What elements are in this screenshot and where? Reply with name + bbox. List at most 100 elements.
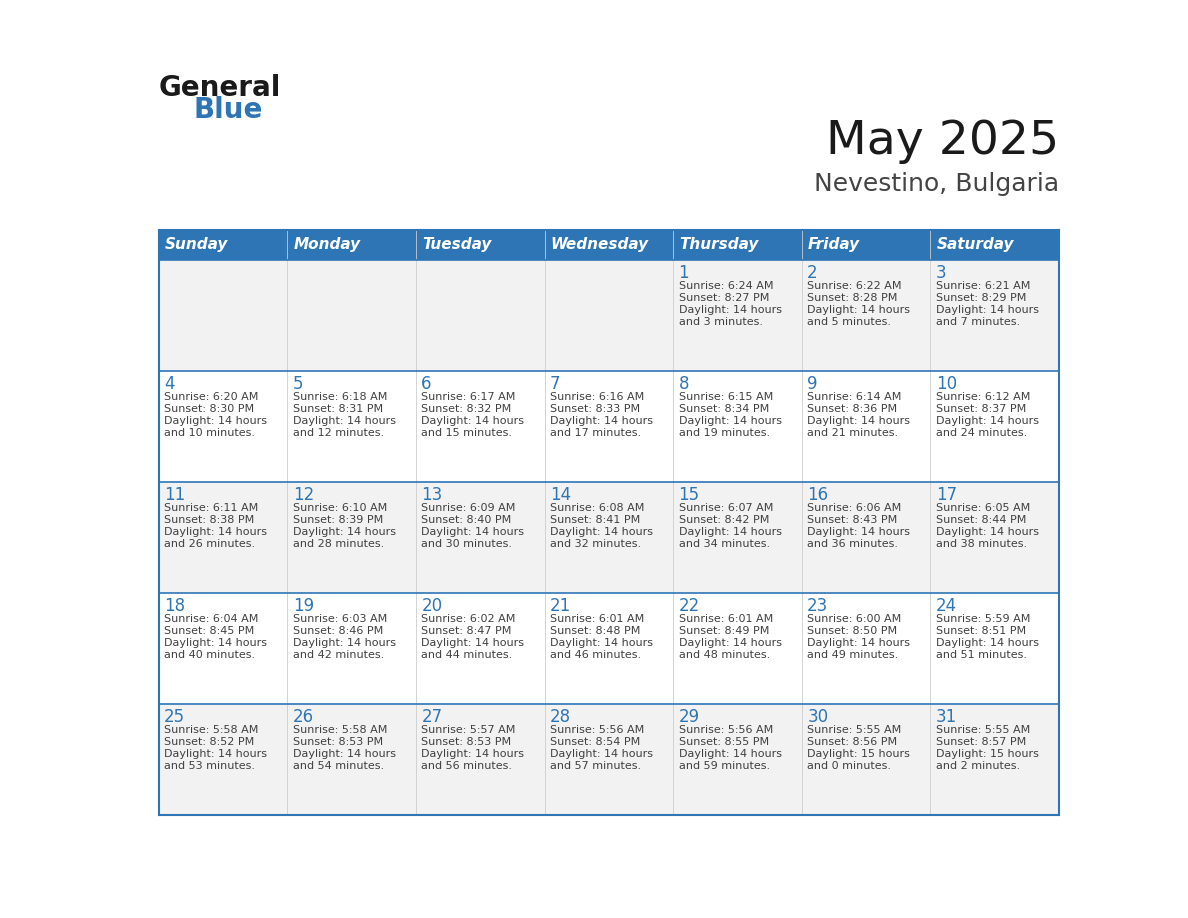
Text: 6: 6 [422, 375, 431, 393]
Text: Sunrise: 5:57 AM: Sunrise: 5:57 AM [422, 725, 516, 735]
Text: Sunset: 8:48 PM: Sunset: 8:48 PM [550, 626, 640, 636]
Text: 4: 4 [164, 375, 175, 393]
Text: and 53 minutes.: and 53 minutes. [164, 761, 255, 771]
Text: 11: 11 [164, 487, 185, 504]
Text: Sunrise: 6:04 AM: Sunrise: 6:04 AM [164, 614, 258, 624]
Bar [930, 260, 1060, 371]
Bar [674, 704, 802, 814]
Text: 8: 8 [678, 375, 689, 393]
Text: Sunset: 8:37 PM: Sunset: 8:37 PM [936, 404, 1026, 414]
Text: Sunset: 8:39 PM: Sunset: 8:39 PM [292, 515, 383, 525]
Text: General: General [158, 74, 280, 103]
Text: Daylight: 14 hours: Daylight: 14 hours [292, 527, 396, 537]
Text: Friday: Friday [808, 237, 860, 252]
Text: Sunset: 8:43 PM: Sunset: 8:43 PM [808, 515, 897, 525]
Bar [930, 371, 1060, 482]
Bar [287, 260, 416, 371]
Text: and 12 minutes.: and 12 minutes. [292, 428, 384, 438]
Text: Daylight: 14 hours: Daylight: 14 hours [678, 416, 782, 426]
Text: 24: 24 [936, 598, 958, 615]
Bar [544, 704, 674, 814]
Text: 18: 18 [164, 598, 185, 615]
Text: Sunrise: 6:03 AM: Sunrise: 6:03 AM [292, 614, 387, 624]
Text: Sunset: 8:42 PM: Sunset: 8:42 PM [678, 515, 769, 525]
Text: and 51 minutes.: and 51 minutes. [936, 650, 1026, 660]
Text: Daylight: 14 hours: Daylight: 14 hours [808, 416, 910, 426]
Text: Daylight: 14 hours: Daylight: 14 hours [550, 638, 653, 648]
Bar [287, 593, 416, 704]
Text: 5: 5 [292, 375, 303, 393]
Text: Sunrise: 6:17 AM: Sunrise: 6:17 AM [422, 392, 516, 402]
Text: 29: 29 [678, 709, 700, 726]
Text: Tuesday: Tuesday [422, 237, 492, 252]
Text: and 19 minutes.: and 19 minutes. [678, 428, 770, 438]
Text: Sunset: 8:40 PM: Sunset: 8:40 PM [422, 515, 512, 525]
Text: Sunset: 8:57 PM: Sunset: 8:57 PM [936, 737, 1026, 747]
Text: Sunrise: 6:14 AM: Sunrise: 6:14 AM [808, 392, 902, 402]
Text: 7: 7 [550, 375, 561, 393]
Text: 23: 23 [808, 598, 828, 615]
Text: 14: 14 [550, 487, 571, 504]
Bar [674, 371, 802, 482]
Text: Sunrise: 5:55 AM: Sunrise: 5:55 AM [936, 725, 1030, 735]
Text: Sunset: 8:33 PM: Sunset: 8:33 PM [550, 404, 640, 414]
Text: Daylight: 14 hours: Daylight: 14 hours [164, 749, 267, 759]
Text: 28: 28 [550, 709, 571, 726]
Text: Sunrise: 6:06 AM: Sunrise: 6:06 AM [808, 503, 902, 513]
Bar [416, 371, 544, 482]
Text: 20: 20 [422, 598, 442, 615]
Text: Daylight: 14 hours: Daylight: 14 hours [936, 305, 1038, 315]
Text: Daylight: 14 hours: Daylight: 14 hours [422, 527, 524, 537]
Bar [416, 704, 544, 814]
Text: Wednesday: Wednesday [551, 237, 649, 252]
Text: and 44 minutes.: and 44 minutes. [422, 650, 512, 660]
Text: May 2025: May 2025 [826, 119, 1060, 164]
Text: and 15 minutes.: and 15 minutes. [422, 428, 512, 438]
Text: and 28 minutes.: and 28 minutes. [292, 539, 384, 549]
Text: and 59 minutes.: and 59 minutes. [678, 761, 770, 771]
Text: and 5 minutes.: and 5 minutes. [808, 317, 891, 327]
Text: 21: 21 [550, 598, 571, 615]
Text: Sunset: 8:31 PM: Sunset: 8:31 PM [292, 404, 383, 414]
Text: Daylight: 14 hours: Daylight: 14 hours [292, 749, 396, 759]
Text: Sunset: 8:51 PM: Sunset: 8:51 PM [936, 626, 1026, 636]
Text: Sunrise: 5:58 AM: Sunrise: 5:58 AM [292, 725, 387, 735]
Text: and 42 minutes.: and 42 minutes. [292, 650, 384, 660]
Text: Daylight: 14 hours: Daylight: 14 hours [808, 527, 910, 537]
Text: and 26 minutes.: and 26 minutes. [164, 539, 255, 549]
Bar [158, 593, 287, 704]
Text: Sunrise: 5:55 AM: Sunrise: 5:55 AM [808, 725, 902, 735]
Bar [416, 230, 544, 260]
Bar [158, 260, 287, 371]
Text: Daylight: 14 hours: Daylight: 14 hours [164, 527, 267, 537]
Bar [287, 482, 416, 593]
Text: 10: 10 [936, 375, 958, 393]
Text: and 46 minutes.: and 46 minutes. [550, 650, 642, 660]
Text: Sunset: 8:29 PM: Sunset: 8:29 PM [936, 293, 1026, 303]
Text: and 30 minutes.: and 30 minutes. [422, 539, 512, 549]
Text: Daylight: 14 hours: Daylight: 14 hours [164, 638, 267, 648]
Text: and 2 minutes.: and 2 minutes. [936, 761, 1020, 771]
Text: Daylight: 14 hours: Daylight: 14 hours [550, 416, 653, 426]
Bar [544, 593, 674, 704]
Text: Sunset: 8:27 PM: Sunset: 8:27 PM [678, 293, 769, 303]
Text: Sunset: 8:49 PM: Sunset: 8:49 PM [678, 626, 769, 636]
Text: Sunrise: 6:07 AM: Sunrise: 6:07 AM [678, 503, 773, 513]
Text: 12: 12 [292, 487, 314, 504]
Text: Daylight: 15 hours: Daylight: 15 hours [936, 749, 1038, 759]
Text: Daylight: 14 hours: Daylight: 14 hours [678, 749, 782, 759]
Text: Daylight: 14 hours: Daylight: 14 hours [422, 416, 524, 426]
Text: Sunrise: 6:22 AM: Sunrise: 6:22 AM [808, 281, 902, 291]
Text: Daylight: 15 hours: Daylight: 15 hours [808, 749, 910, 759]
Text: Sunrise: 6:21 AM: Sunrise: 6:21 AM [936, 281, 1030, 291]
Text: Sunrise: 6:02 AM: Sunrise: 6:02 AM [422, 614, 516, 624]
Text: 9: 9 [808, 375, 817, 393]
Text: Sunrise: 5:56 AM: Sunrise: 5:56 AM [550, 725, 644, 735]
Text: 3: 3 [936, 264, 947, 282]
Text: Sunset: 8:56 PM: Sunset: 8:56 PM [808, 737, 897, 747]
Text: 25: 25 [164, 709, 185, 726]
Bar [930, 230, 1060, 260]
Text: Sunset: 8:53 PM: Sunset: 8:53 PM [292, 737, 383, 747]
Polygon shape [238, 82, 253, 106]
Bar [674, 260, 802, 371]
